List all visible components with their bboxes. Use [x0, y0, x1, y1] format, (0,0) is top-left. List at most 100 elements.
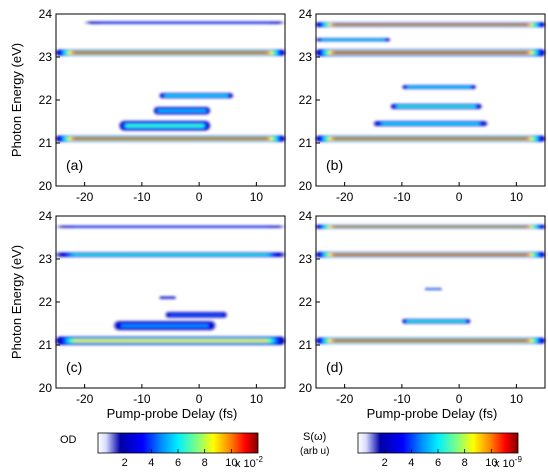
panel-b-x-tick-label: -20 [336, 190, 354, 204]
panel-a-label: (a) [66, 157, 83, 173]
panel-b-x-tick-label: -10 [393, 190, 411, 204]
colorbar-od-ticks: 2 4 6 8 10 [122, 449, 237, 469]
panel-c-y-tick-label: 21 [39, 338, 53, 352]
x-axis-title-right: Pump-probe Delay (fs) [367, 406, 498, 421]
panel-a-y-tick-label: 21 [39, 136, 53, 150]
panel-d-feature-4 [316, 337, 545, 344]
colorbar-tick-label: 10 [485, 457, 497, 469]
panel-a-feature-4 [153, 106, 211, 115]
panel-a-y-tick-label: 22 [39, 93, 53, 107]
panel-d-y-tick-label: 21 [299, 338, 313, 352]
colorbar-s-label: S(ω) [303, 431, 326, 443]
panel-d-y-tick-label: 24 [299, 209, 313, 223]
panel-b-y-ticks: 20 21 22 23 24 [299, 7, 320, 193]
colorbar-s-multiplier: x 10-9 [494, 455, 522, 470]
panel-b-x-tick-label: 10 [510, 190, 524, 204]
panel-c-feature-2 [56, 336, 285, 345]
panel-b-y-tick-label: 20 [299, 179, 313, 193]
colorbar-tick-label: 2 [382, 457, 388, 469]
colorbar-tick-label: 4 [408, 457, 414, 469]
panel-d-x-tick-label: 10 [510, 392, 524, 406]
colorbar-tick-label: 6 [435, 457, 441, 469]
x-axis-title-left: Pump-probe Delay (fs) [107, 406, 238, 421]
panel-c-y-ticks: 20 21 22 23 24 [39, 209, 60, 395]
panel-d-x-tick-label: 0 [456, 392, 463, 406]
panel-a-y-tick-label: 24 [39, 7, 53, 21]
colorbar-tick-label: 4 [148, 457, 154, 469]
panel-b-label: (b) [326, 157, 343, 173]
panel-b-y-tick-label: 21 [299, 136, 313, 150]
panel-c-y-tick-label: 22 [39, 295, 53, 309]
panel-b-feature-4 [390, 103, 482, 110]
panel-c-label: (c) [66, 359, 82, 375]
panel-d-y-tick-label: 22 [299, 295, 313, 309]
panel-d: -20 -10 0 10 20 21 22 23 24 (d) [299, 209, 546, 406]
panel-b-x-ticks: -20 -10 0 10 [336, 182, 523, 204]
panel-a-features [56, 21, 285, 142]
panel-d-x-tick-label: -20 [336, 392, 354, 406]
panel-d-features [316, 224, 545, 344]
panel-a-y-ticks: 20 21 22 23 24 [39, 7, 60, 193]
panel-b: -20 -10 0 10 20 21 22 23 24 (b) [299, 7, 546, 204]
panel-c: -20 -10 0 10 20 21 22 23 24 (c) [39, 209, 286, 406]
panel-c-feature-0 [56, 225, 285, 229]
panel-b-x-tick-label: 0 [456, 190, 463, 204]
colorbar-od: OD 2 4 6 8 10 x 10-2 [60, 432, 263, 470]
panel-a-feature-5 [159, 92, 234, 99]
panel-b-y-tick-label: 23 [299, 50, 313, 64]
panel-a-y-tick-label: 23 [39, 50, 53, 64]
panel-a-y-tick-label: 20 [39, 179, 53, 193]
panel-a-x-tick-label: 10 [250, 190, 264, 204]
panel-d-feature-0 [316, 224, 545, 229]
panel-c-x-tick-label: -20 [76, 392, 94, 406]
colorbar-tick-label: 8 [202, 457, 208, 469]
panel-b-feature-3 [401, 85, 477, 90]
panel-a-feature-0 [84, 21, 285, 24]
panel-b-feature-0 [316, 22, 545, 28]
colorbar-s-sublabel: (arb u) [300, 446, 329, 457]
panel-c-x-ticks: -20 -10 0 10 [76, 384, 263, 406]
colorbar-tick-label: 6 [175, 457, 181, 469]
panel-a-x-tick-label: -10 [133, 190, 151, 204]
panel-a-feature-3 [119, 120, 211, 131]
panel-c-y-tick-label: 20 [39, 381, 53, 395]
panel-b-feature-5 [373, 120, 488, 127]
panel-a: -20 -10 0 10 20 21 22 23 24 (a) [39, 7, 286, 204]
panel-d-feature-3 [401, 318, 471, 324]
panel-d-feature-2 [424, 288, 442, 291]
panel-a-feature-2 [56, 135, 285, 142]
panel-a-x-tick-label: 0 [196, 190, 203, 204]
panel-c-x-tick-label: 10 [250, 392, 264, 406]
panel-d-x-tick-label: -10 [393, 392, 411, 406]
panel-c-feature-1 [56, 252, 285, 258]
panel-a-feature-1 [56, 49, 285, 56]
colorbar-s: S(ω) (arb u) 2 4 6 8 10 x 10-9 [300, 431, 522, 470]
panel-b-feature-1 [316, 38, 391, 42]
colorbar-s-ticks: 2 4 6 8 10 [382, 449, 497, 469]
colorbar-od-multiplier: x 10-2 [235, 455, 263, 470]
panel-c-features [56, 225, 285, 345]
panel-c-y-tick-label: 24 [39, 209, 53, 223]
panel-c-feature-4 [164, 311, 228, 319]
panel-c-y-tick-label: 23 [39, 252, 53, 266]
panel-c-feature-5 [159, 296, 177, 300]
panel-b-feature-6 [316, 135, 545, 142]
y-axis-title-top: Photon Energy (eV) [9, 43, 24, 157]
panel-d-x-ticks: -20 -10 0 10 [336, 384, 523, 406]
colorbar-tick-label: 8 [462, 457, 468, 469]
colorbar-tick-label: 2 [122, 457, 128, 469]
colorbar-tick-label: 10 [225, 457, 237, 469]
panel-d-feature-1 [316, 251, 545, 258]
panel-b-features [316, 22, 545, 142]
panel-b-y-tick-label: 24 [299, 7, 313, 21]
colorbar-od-label: OD [60, 434, 77, 446]
panel-c-x-tick-label: 0 [196, 392, 203, 406]
panel-a-x-ticks: -20 -10 0 10 [76, 182, 263, 204]
panel-d-y-tick-label: 20 [299, 381, 313, 395]
panel-b-y-tick-label: 22 [299, 93, 313, 107]
panel-d-y-tick-label: 23 [299, 252, 313, 266]
panel-a-x-tick-label: -20 [76, 190, 94, 204]
panel-b-feature-2 [316, 49, 545, 57]
panel-c-feature-3 [113, 320, 217, 331]
